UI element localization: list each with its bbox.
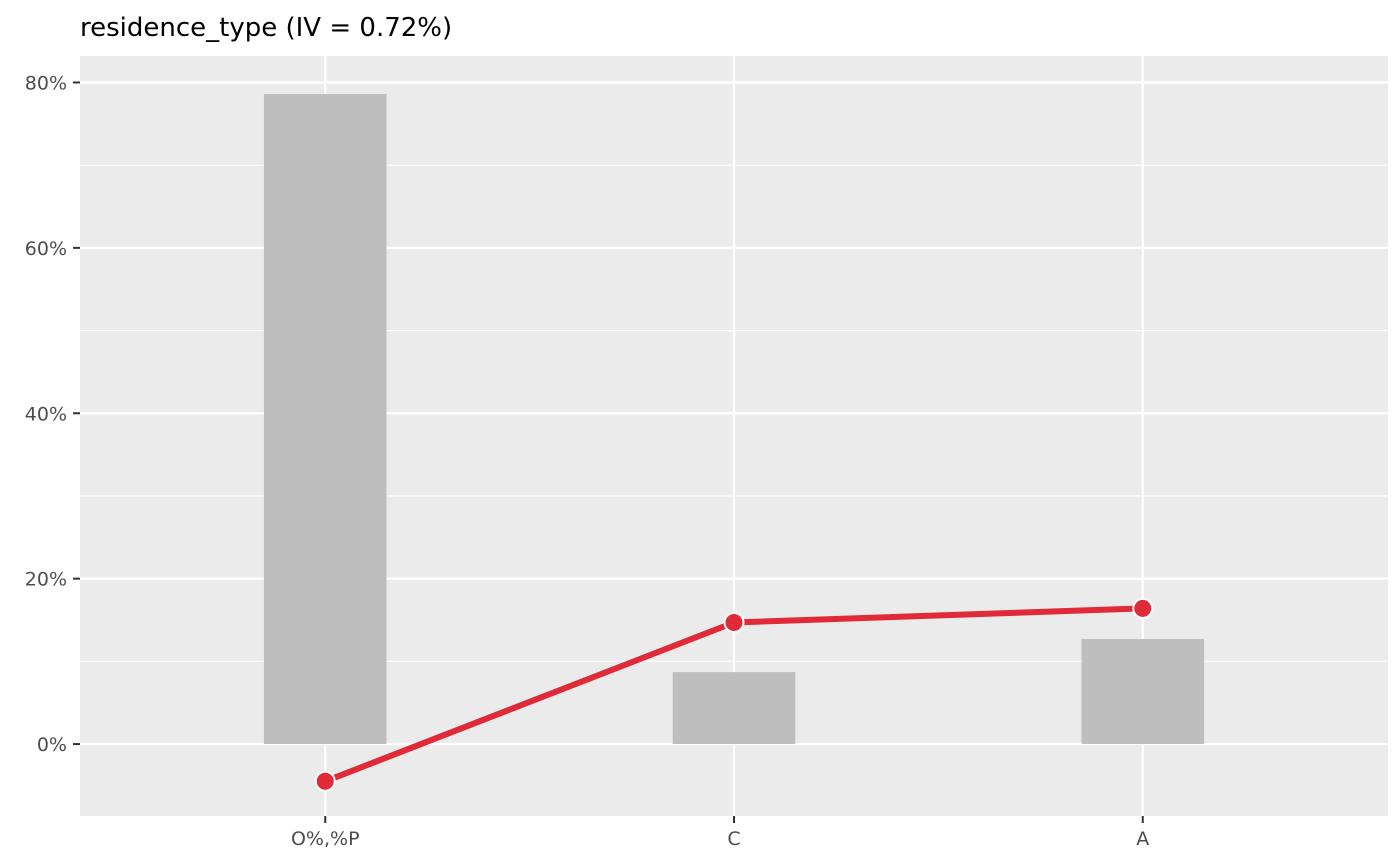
y-tick-label: 60% xyxy=(25,238,67,260)
y-axis: 0% 20% 40% 60% 80% xyxy=(25,72,80,756)
bar-A xyxy=(1081,639,1205,745)
y-tick-label: 0% xyxy=(37,734,67,756)
y-tick-label: 40% xyxy=(25,403,67,425)
line-point-A xyxy=(1132,597,1154,619)
line-point-O%,%P xyxy=(314,770,336,792)
x-tick-label: C xyxy=(727,828,740,850)
bar-O%,%P xyxy=(263,94,387,745)
y-tick-label: 80% xyxy=(25,72,67,94)
x-tick-label: A xyxy=(1136,828,1149,850)
chart-title: residence_type (IV = 0.72%) xyxy=(80,13,452,43)
line-point-C xyxy=(723,611,745,633)
bar-C xyxy=(672,672,796,745)
x-tick-label: O%,%P xyxy=(291,828,360,850)
y-tick-label: 20% xyxy=(25,569,67,591)
line-series xyxy=(314,597,1154,792)
bar-series xyxy=(263,94,1205,745)
x-axis: O%,%P C A xyxy=(291,816,1149,850)
